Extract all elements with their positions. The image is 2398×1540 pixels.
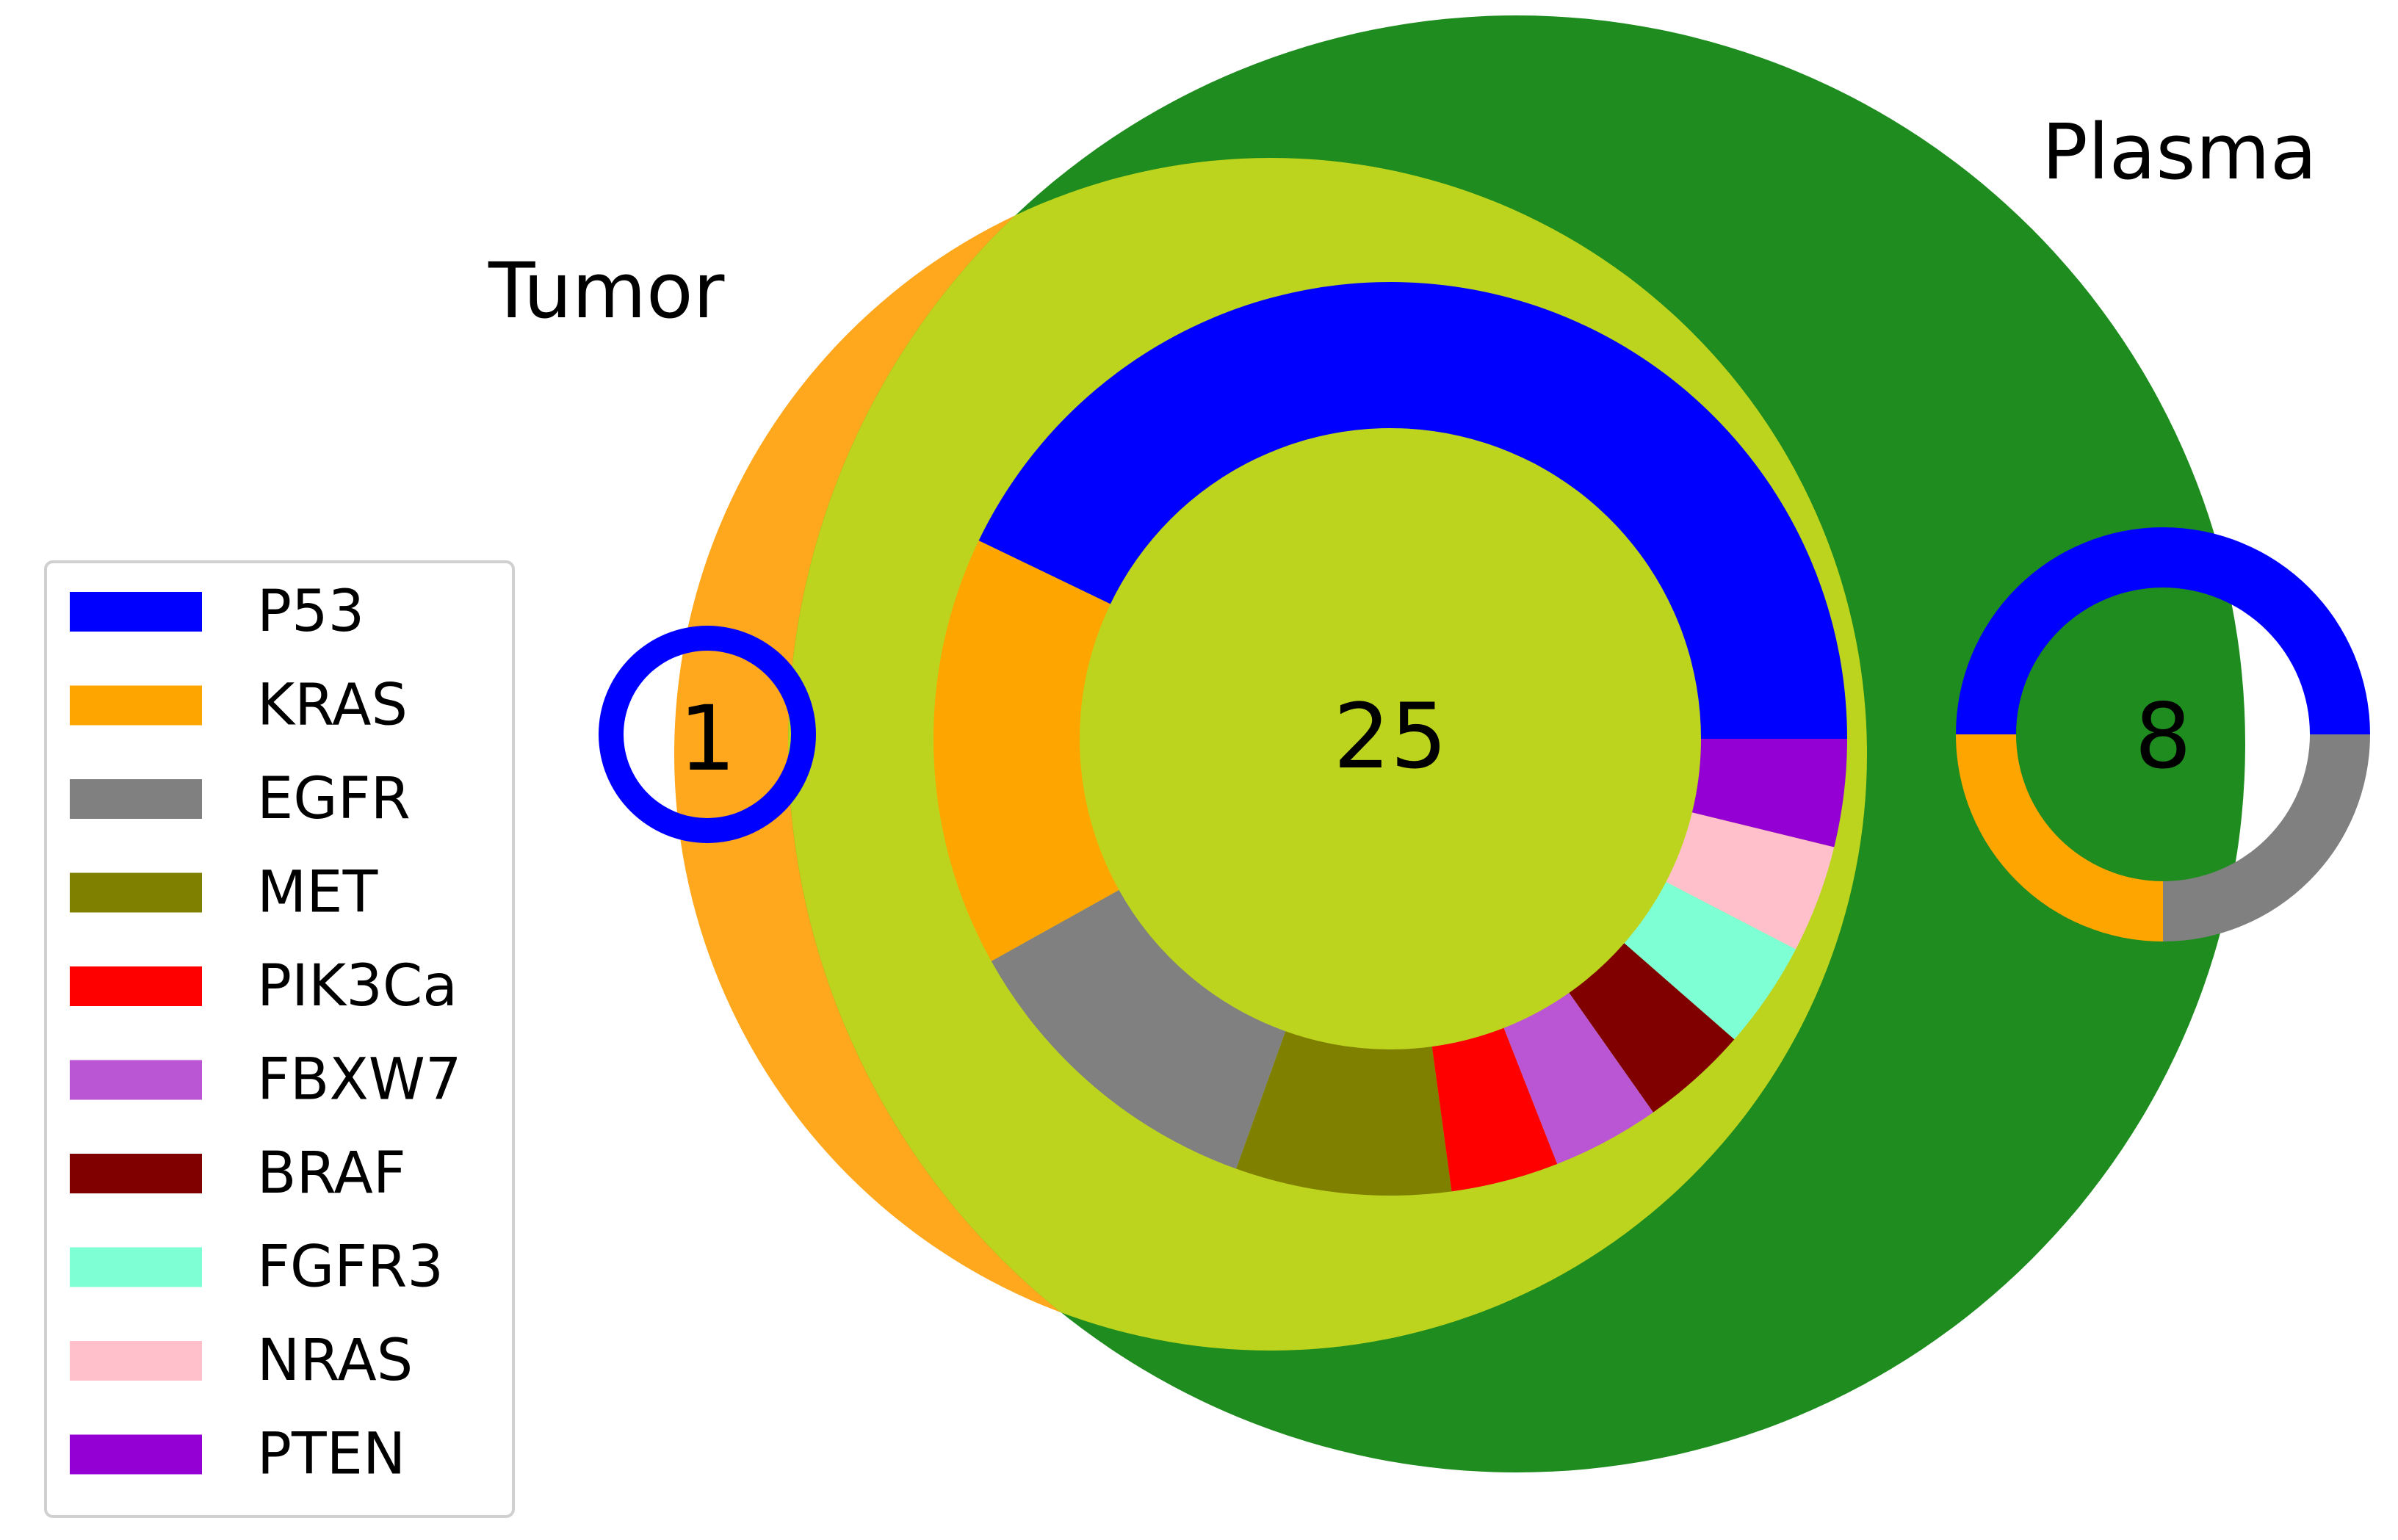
plasma-set-label: Plasma	[2042, 107, 2317, 197]
legend-swatch-met	[70, 872, 202, 913]
shared-wedge-egfr	[991, 889, 1286, 1169]
legend-label-pten: PTEN	[257, 1422, 405, 1488]
legend-label-met: MET	[257, 860, 378, 926]
legend-swatch-kras	[70, 685, 202, 726]
legend: P53 KRAS EGFR MET PIK3Ca FBXW7 BRAF FGFR3 NRAS PT…	[44, 560, 515, 1518]
tumor-set-label: Tumor	[488, 246, 725, 336]
legend-swatch-egfr	[70, 779, 202, 819]
legend-label-kras: KRAS	[257, 673, 408, 739]
legend-swatch-pten	[70, 1434, 202, 1475]
legend-label-braf: BRAF	[257, 1140, 406, 1207]
legend-label-fbxw7: FBXW7	[257, 1047, 462, 1113]
shared-wedge-fbxw7	[1503, 992, 1654, 1165]
shared-wedge-nras	[1666, 812, 1835, 950]
legend-swatch-pik3ca	[70, 966, 202, 1006]
shared-wedge-met	[1236, 1031, 1452, 1196]
shared-wedge-braf	[1569, 943, 1735, 1113]
shared-wedge-pik3ca	[1431, 1027, 1558, 1192]
legend-label-egfr: EGFR	[257, 766, 411, 832]
plasma-only-wedge-p53	[1956, 527, 2370, 734]
plasma-only-wedge-egfr	[2163, 734, 2370, 941]
legend-swatch-braf	[70, 1154, 202, 1193]
shared-wedge-pten	[1691, 739, 1847, 847]
legend-label-nras: NRAS	[257, 1328, 413, 1394]
legend-label-fgfr3: FGFR3	[257, 1234, 444, 1301]
plasma-only-count: 8	[2134, 684, 2192, 789]
shared-count: 25	[1333, 684, 1447, 789]
plasma-only-donut	[1956, 527, 2370, 941]
legend-swatch-nras	[70, 1341, 202, 1381]
legend-swatch-p53	[70, 592, 202, 632]
legend-swatch-fbxw7	[70, 1060, 202, 1100]
tumor-only-count: 1	[679, 687, 736, 791]
legend-label-pik3ca: PIK3Ca	[257, 953, 458, 1019]
shared-wedge-kras	[933, 541, 1119, 961]
shared-wedge-p53	[978, 282, 1847, 740]
shared-donut	[933, 282, 1847, 1196]
plasma-only-wedge-kras	[1956, 734, 2163, 941]
legend-swatch-fgfr3	[70, 1247, 202, 1287]
shared-wedge-fgfr3	[1624, 881, 1796, 1040]
legend-label-p53: P53	[257, 579, 364, 645]
